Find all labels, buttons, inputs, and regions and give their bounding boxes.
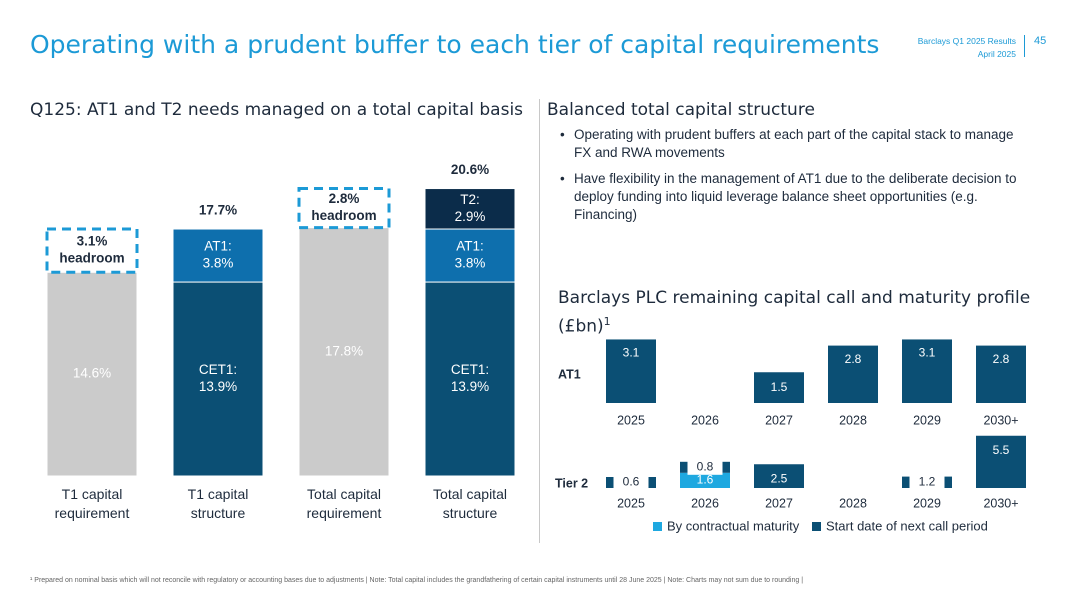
row-label-at1: AT1 (558, 367, 581, 381)
bar-total-label: 17.7% (199, 203, 237, 218)
at1-bar (606, 339, 656, 403)
at1-year-label: 2027 (765, 413, 793, 427)
tier2-call-label: 1.2 (919, 474, 936, 488)
at1-bar (754, 372, 804, 403)
category-label: Total capital (307, 486, 381, 502)
maturity-title-line2: (£bn)1 (558, 310, 1030, 339)
at1-value-label: 2.8 (993, 352, 1010, 366)
tier2-call-label: 2.5 (771, 471, 788, 485)
tier2-maturity-bar (680, 472, 730, 488)
bar-segment (424, 188, 516, 230)
tier2-year-label: 2027 (765, 496, 793, 510)
segment-label: 14.6% (73, 366, 111, 381)
at1-bar (828, 345, 878, 403)
tier2-year-label: 2026 (691, 496, 719, 510)
segment-label: 13.9% (451, 379, 489, 394)
at1-value-label: 1.5 (771, 380, 788, 394)
tier2-call-bar (976, 435, 1026, 488)
at1-bar (902, 339, 952, 403)
legend-swatch-call (812, 522, 821, 531)
bar-segment (46, 271, 138, 477)
segment-label: T2: (460, 192, 480, 207)
bar-segment (424, 281, 516, 477)
tier2-year-label: 2029 (913, 496, 941, 510)
segment-label: 17.8% (325, 343, 363, 358)
at1-year-label: 2028 (839, 413, 867, 427)
segment-label: CET1: (199, 362, 237, 377)
category-label: Total capital (433, 486, 507, 502)
capital-stack-chart: 14.6% 3.1% headroom T1 capital requirement CE… (45, 162, 516, 521)
tier2-label-bg (613, 475, 649, 490)
category-label: T1 capital (188, 486, 249, 502)
category-label: T1 capital (62, 486, 123, 502)
category-label: structure (443, 505, 498, 521)
page-title: Operating with a prudent buffer to each … (30, 30, 880, 59)
legend-swatch-maturity (653, 522, 662, 531)
report-source-line2: April 2025 (977, 49, 1016, 59)
tier2-label-bg (687, 459, 723, 475)
at1-year-label: 2029 (913, 413, 941, 427)
tier2-year-label: 2028 (839, 496, 867, 510)
tier2-call-bar (754, 464, 804, 488)
tier2-call-label: 0.6 (623, 475, 640, 489)
maturity-title-line1: Barclays PLC remaining capital call and … (558, 288, 1031, 308)
right-subtitle: Balanced total capital structure (547, 100, 815, 120)
tier2-maturity-label: 1.6 (697, 473, 714, 487)
maturity-title: Barclays PLC remaining capital call and … (558, 287, 1030, 339)
at1-value-label: 3.1 (623, 346, 640, 360)
segment-label: 2.9% (455, 209, 486, 224)
segment-label: AT1: (456, 239, 484, 254)
maturity-profile-chart: AT1 Tier 2 3.1 2025 0.6 2025 2026 1.60.8 2026 1.5… (555, 339, 1026, 533)
row-label-tier2: Tier 2 (555, 476, 588, 490)
category-label: requirement (307, 505, 382, 521)
bar-segment (298, 227, 390, 477)
segment-label: 3.8% (455, 256, 486, 271)
category-label: structure (191, 505, 246, 521)
footnote: ¹ Prepared on nominal basis which will n… (30, 577, 804, 584)
tier2-year-label: 2030+ (983, 496, 1018, 510)
legend-label-maturity: By contractual maturity (667, 518, 800, 533)
column-divider (539, 99, 540, 543)
header-divider (1024, 35, 1025, 57)
report-source: Barclays Q1 2025 Results April 2025 (918, 35, 1016, 61)
bullet-item: Operating with prudent buffers at each p… (558, 126, 1028, 162)
category-label: requirement (55, 505, 130, 521)
bullet-item: Have flexibility in the management of AT… (558, 170, 1028, 224)
tier2-label-bg (909, 474, 945, 490)
at1-year-label: 2030+ (983, 413, 1018, 427)
headroom-label: 3.1% (77, 234, 108, 249)
bar-segment (172, 228, 264, 283)
headroom-label: headroom (311, 208, 376, 223)
footnote-marker: 1 (603, 315, 611, 328)
tier2-call-label: 0.8 (697, 459, 714, 473)
headroom-label: 2.8% (329, 191, 360, 206)
bar-segment (424, 228, 516, 283)
bar-segment (172, 281, 264, 477)
left-subtitle: Q125: AT1 and T2 needs managed on a tota… (30, 100, 524, 120)
at1-year-label: 2025 (617, 413, 645, 427)
headroom-box (297, 187, 391, 230)
legend-label-call: Start date of next call period (826, 518, 988, 533)
at1-value-label: 3.1 (919, 346, 936, 360)
segment-label: AT1: (204, 239, 232, 254)
headroom-box (45, 227, 139, 274)
bullet-list: Operating with prudent buffers at each p… (558, 126, 1028, 232)
segment-label: CET1: (451, 362, 489, 377)
report-source-line1: Barclays Q1 2025 Results (917, 36, 1016, 46)
maturity-title-unit: (£bn) (558, 316, 604, 337)
headroom-label: headroom (59, 251, 124, 266)
at1-value-label: 2.8 (845, 352, 862, 366)
at1-year-label: 2026 (691, 413, 719, 427)
bar-total-label: 20.6% (451, 162, 489, 177)
tier2-year-label: 2025 (617, 496, 645, 510)
at1-bar (976, 345, 1026, 403)
segment-label: 13.9% (199, 379, 237, 394)
page-number: 45 (1034, 35, 1047, 47)
tier2-call-label: 5.5 (993, 443, 1010, 457)
segment-label: 3.8% (203, 256, 234, 271)
